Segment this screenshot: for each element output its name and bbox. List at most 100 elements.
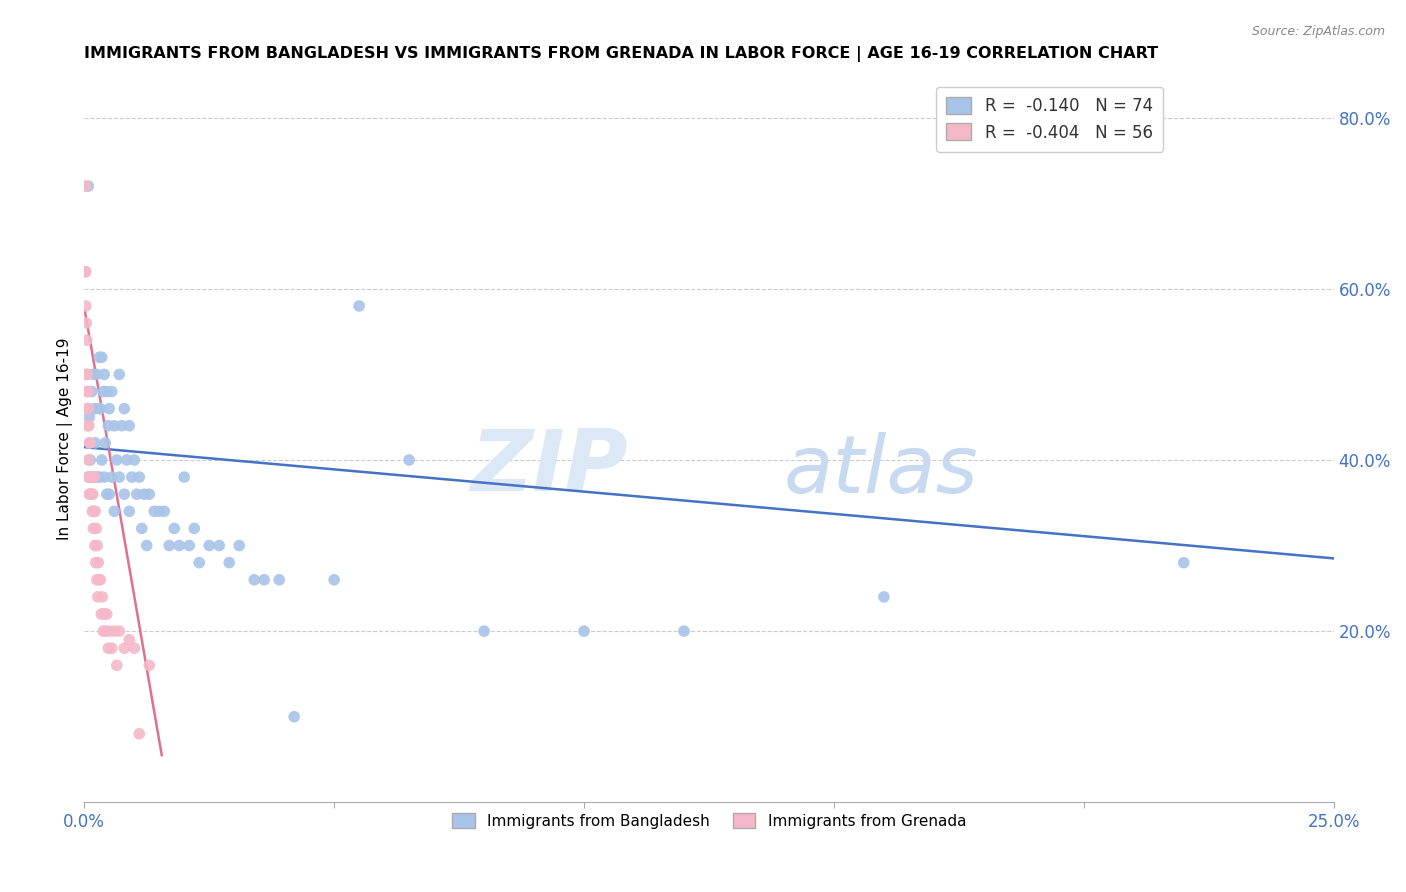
Text: IMMIGRANTS FROM BANGLADESH VS IMMIGRANTS FROM GRENADA IN LABOR FORCE | AGE 16-19: IMMIGRANTS FROM BANGLADESH VS IMMIGRANTS…	[84, 46, 1159, 62]
Point	[472, 624, 495, 639]
Point	[94, 435, 117, 450]
Point	[253, 573, 276, 587]
Point	[108, 624, 131, 639]
Point	[80, 487, 103, 501]
Point	[75, 265, 97, 279]
Point	[100, 641, 122, 656]
Point	[79, 470, 101, 484]
Point	[77, 470, 100, 484]
Point	[218, 556, 240, 570]
Y-axis label: In Labor Force | Age 16-19: In Labor Force | Age 16-19	[58, 337, 73, 540]
Point	[87, 401, 110, 416]
Point	[79, 435, 101, 450]
Point	[167, 539, 190, 553]
Point	[96, 607, 118, 621]
Point	[98, 401, 121, 416]
Point	[148, 504, 170, 518]
Point	[89, 573, 111, 587]
Point	[97, 418, 120, 433]
Point	[111, 418, 134, 433]
Point	[89, 573, 111, 587]
Point	[80, 470, 103, 484]
Point	[83, 470, 105, 484]
Point	[100, 384, 122, 399]
Point	[1173, 556, 1195, 570]
Point	[82, 368, 104, 382]
Point	[96, 384, 118, 399]
Point	[89, 351, 111, 365]
Point	[77, 418, 100, 433]
Point	[86, 573, 108, 587]
Point	[90, 607, 112, 621]
Point	[108, 470, 131, 484]
Text: ZIP: ZIP	[470, 426, 627, 509]
Point	[86, 470, 108, 484]
Point	[80, 470, 103, 484]
Point	[98, 624, 121, 639]
Point	[125, 487, 148, 501]
Legend: Immigrants from Bangladesh, Immigrants from Grenada: Immigrants from Bangladesh, Immigrants f…	[446, 806, 973, 835]
Text: Source: ZipAtlas.com: Source: ZipAtlas.com	[1251, 25, 1385, 38]
Point	[90, 351, 112, 365]
Point	[82, 487, 104, 501]
Point	[134, 487, 156, 501]
Point	[94, 624, 117, 639]
Point	[91, 384, 114, 399]
Point	[128, 470, 150, 484]
Point	[157, 539, 180, 553]
Point	[86, 368, 108, 382]
Point	[105, 658, 128, 673]
Point	[77, 401, 100, 416]
Point	[79, 435, 101, 450]
Point	[77, 470, 100, 484]
Point	[112, 401, 135, 416]
Point	[80, 470, 103, 484]
Point	[208, 539, 231, 553]
Point	[572, 624, 595, 639]
Point	[84, 521, 107, 535]
Point	[188, 556, 211, 570]
Point	[76, 401, 98, 416]
Point	[163, 521, 186, 535]
Point	[76, 418, 98, 433]
Point	[84, 504, 107, 518]
Point	[83, 504, 105, 518]
Point	[75, 368, 97, 382]
Point	[75, 316, 97, 330]
Point	[105, 453, 128, 467]
Point	[198, 539, 221, 553]
Point	[75, 299, 97, 313]
Point	[122, 641, 145, 656]
Point	[93, 470, 115, 484]
Point	[82, 504, 104, 518]
Point	[93, 607, 115, 621]
Point	[98, 487, 121, 501]
Point	[84, 556, 107, 570]
Point	[97, 641, 120, 656]
Point	[103, 624, 125, 639]
Point	[173, 470, 195, 484]
Point	[153, 504, 176, 518]
Point	[103, 504, 125, 518]
Point	[122, 453, 145, 467]
Point	[96, 487, 118, 501]
Point	[183, 521, 205, 535]
Text: atlas: atlas	[785, 433, 979, 510]
Point	[93, 368, 115, 382]
Point	[82, 521, 104, 535]
Point	[128, 727, 150, 741]
Point	[86, 539, 108, 553]
Point	[75, 179, 97, 194]
Point	[118, 632, 141, 647]
Point	[76, 384, 98, 399]
Point	[77, 453, 100, 467]
Point	[283, 709, 305, 723]
Point	[77, 179, 100, 194]
Point	[347, 299, 370, 313]
Point	[76, 384, 98, 399]
Point	[90, 453, 112, 467]
Point	[79, 453, 101, 467]
Point	[112, 487, 135, 501]
Point	[121, 470, 143, 484]
Point	[323, 573, 346, 587]
